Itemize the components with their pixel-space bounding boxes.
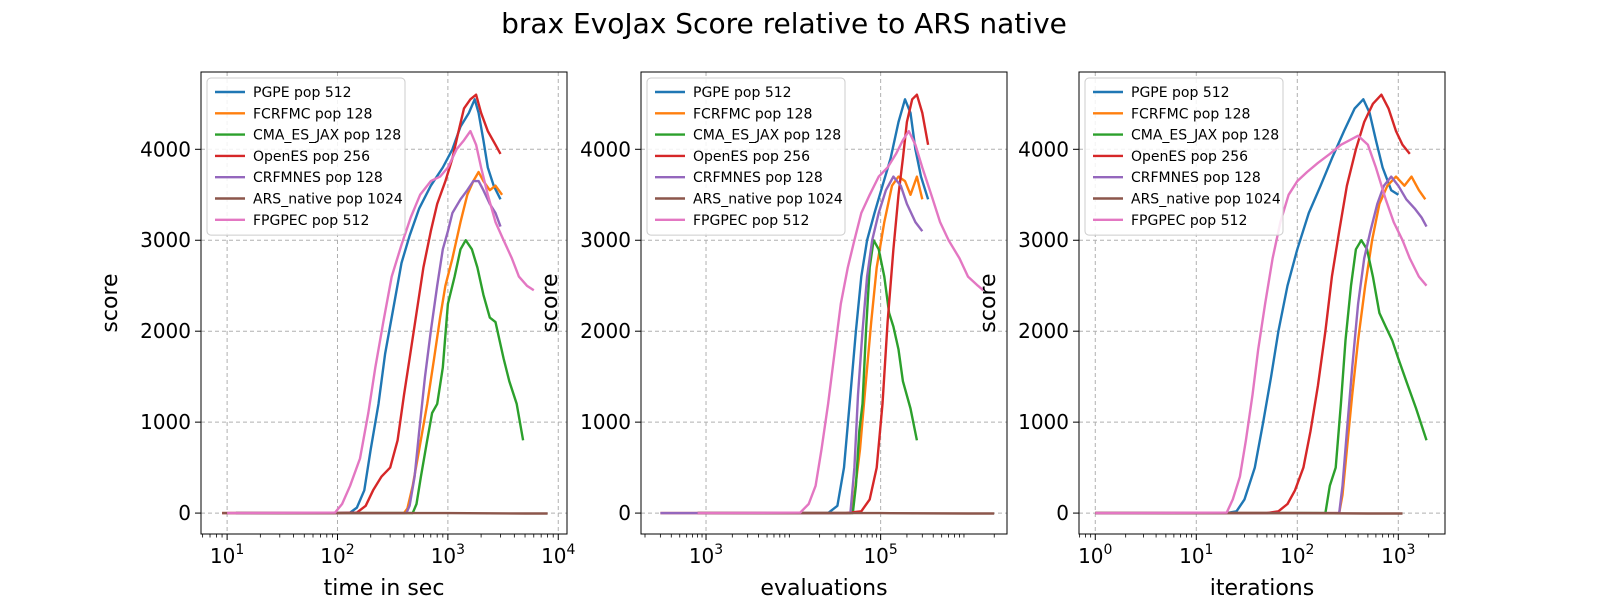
- series-line: [697, 98, 930, 515]
- y-tick-label: 4000: [580, 137, 631, 161]
- legend-entry: ARS_native pop 1024: [1131, 192, 1281, 208]
- legend-box: [1084, 77, 1284, 236]
- y-tick-label: 0: [178, 501, 191, 525]
- legend-entry: CRFMNES pop 128: [253, 170, 383, 186]
- x-tick-label: 100: [1078, 542, 1112, 568]
- legend-entry: FCRFMC pop 128: [1131, 106, 1250, 122]
- x-axis-label: time in sec: [324, 576, 445, 600]
- x-tick-label: 104: [541, 542, 575, 568]
- panel-0: 0 1000 2000 3000 4000 101 102 103 104 time in sec…: [98, 71, 576, 600]
- y-tick-label: 2000: [1018, 319, 1069, 343]
- legend-entry: CRFMNES pop 128: [693, 170, 823, 186]
- series-line: [660, 175, 924, 515]
- y-tick-label: 3000: [1018, 228, 1069, 252]
- y-axis-label: score: [98, 273, 123, 332]
- series-line: [235, 239, 525, 515]
- series-line: [660, 93, 930, 515]
- x-axis-label: iterations: [1210, 576, 1314, 600]
- axes-frame: [640, 71, 1008, 535]
- legend-entry: FCRFMC pop 128: [253, 106, 372, 122]
- legend-entry: CMA_ES_JAX pop 128: [1131, 128, 1279, 144]
- legend-entry: PGPE pop 512: [1131, 85, 1230, 101]
- legend-box: [206, 77, 406, 236]
- x-tick-label: 102: [1280, 542, 1314, 568]
- x-tick-label: 102: [320, 542, 354, 568]
- legend-entry: CRFMNES pop 128: [1131, 170, 1261, 186]
- x-tick-label: 101: [1179, 542, 1213, 568]
- x-tick-label: 103: [431, 542, 465, 568]
- axes-frame: [1078, 71, 1446, 535]
- series-line: [697, 129, 985, 515]
- x-tick-label: 101: [210, 542, 244, 568]
- series-line: [1095, 175, 1428, 515]
- y-axis-label: score: [538, 273, 563, 332]
- legend-box: [646, 77, 846, 236]
- series-line: [235, 179, 502, 515]
- y-tick-label: 3000: [140, 228, 191, 252]
- panel-1: 0 1000 2000 3000 4000 103 105 evaluations score P…: [538, 71, 1008, 600]
- legend-entry: ARS_native pop 1024: [253, 192, 403, 208]
- legend-entry: CMA_ES_JAX pop 128: [253, 128, 401, 144]
- legend-entry: FPGPEC pop 512: [693, 213, 809, 229]
- series-line: [1095, 134, 1428, 515]
- y-tick-label: 1000: [1018, 410, 1069, 434]
- series-line: [227, 129, 535, 515]
- legend-entry: FPGPEC pop 512: [253, 213, 369, 229]
- y-tick-label: 0: [618, 501, 631, 525]
- series-line: [235, 98, 502, 515]
- y-tick-label: 1000: [580, 410, 631, 434]
- panel-2: 0 1000 2000 3000 4000 100 101 102 103 iterations s…: [976, 71, 1446, 600]
- legend-entry: PGPE pop 512: [693, 85, 792, 101]
- axes-frame: [200, 71, 568, 535]
- legend: PGPE pop 512 FCRFMC pop 128 CMA_ES_JAX pop…: [646, 77, 846, 236]
- y-tick-label: 4000: [140, 137, 191, 161]
- legend-entry: ARS_native pop 1024: [693, 192, 843, 208]
- series-line: [1095, 98, 1399, 515]
- legend-entry: CMA_ES_JAX pop 128: [693, 128, 841, 144]
- series-line: [1095, 239, 1428, 515]
- legend-entry: PGPE pop 512: [253, 85, 352, 101]
- x-axis-label: evaluations: [760, 576, 887, 600]
- x-tick-label: 103: [1381, 542, 1415, 568]
- y-tick-label: 2000: [140, 319, 191, 343]
- legend-entry: OpenES pop 256: [693, 149, 810, 165]
- legend-entry: FPGPEC pop 512: [1131, 213, 1247, 229]
- legend: PGPE pop 512 FCRFMC pop 128 CMA_ES_JAX pop…: [1084, 77, 1284, 236]
- y-tick-label: 3000: [580, 228, 631, 252]
- legend-entry: OpenES pop 256: [253, 149, 370, 165]
- series-line: [222, 93, 502, 515]
- legend-entry: FCRFMC pop 128: [693, 106, 812, 122]
- y-tick-label: 4000: [1018, 137, 1069, 161]
- legend-entry: OpenES pop 256: [1131, 149, 1248, 165]
- y-tick-label: 1000: [140, 410, 191, 434]
- y-tick-label: 0: [1056, 501, 1069, 525]
- legend: PGPE pop 512 FCRFMC pop 128 CMA_ES_JAX pop…: [206, 77, 406, 236]
- x-tick-label: 105: [863, 542, 897, 568]
- series-line: [1095, 93, 1411, 515]
- y-axis-label: score: [976, 273, 1001, 332]
- figure-title: brax EvoJax Score relative to ARS native: [501, 7, 1067, 40]
- series-line: [697, 239, 919, 515]
- x-tick-label: 103: [689, 542, 723, 568]
- y-tick-label: 2000: [580, 319, 631, 343]
